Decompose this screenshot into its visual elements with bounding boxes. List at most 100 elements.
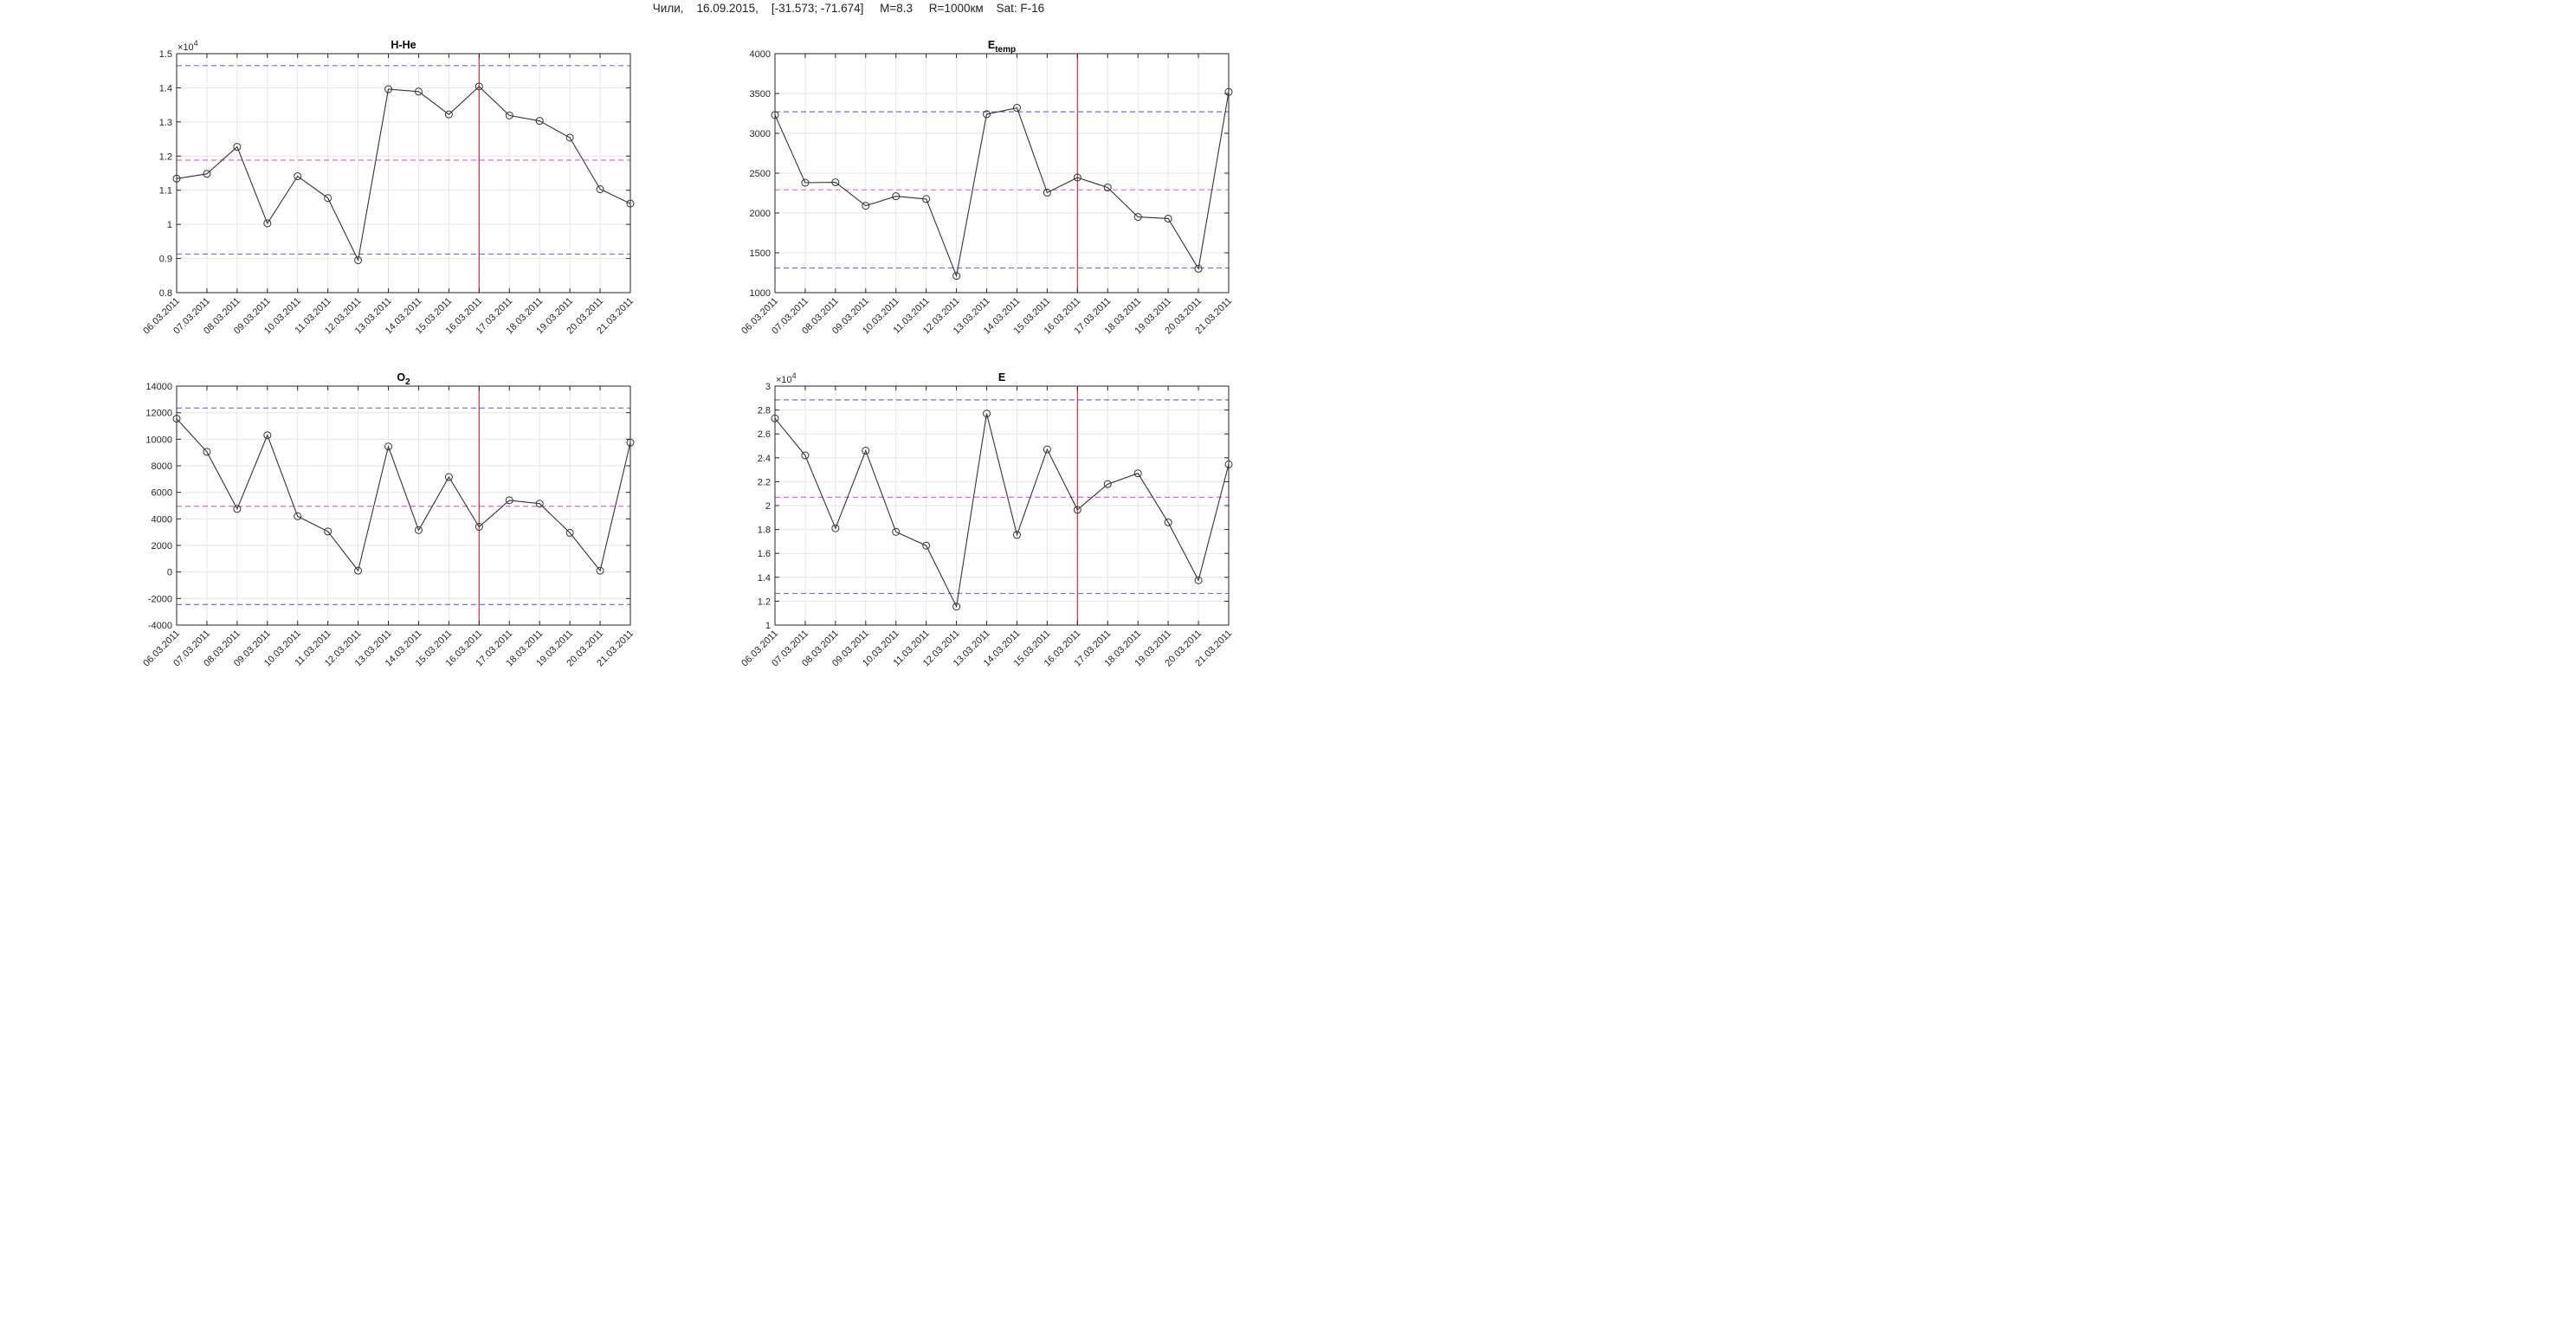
y-tick-label: 2.4 — [758, 454, 771, 464]
data-point — [1073, 506, 1081, 514]
data-point — [535, 500, 544, 508]
chart-e-temp: 100015002000250030003500400006.03.201107… — [739, 39, 1234, 336]
data-point — [324, 194, 332, 203]
data-point — [1133, 213, 1142, 222]
data-point — [1164, 214, 1172, 222]
data-point — [1194, 264, 1203, 273]
y-tick-label: 1.6 — [758, 549, 771, 559]
data-point — [565, 528, 574, 537]
data-point — [983, 110, 991, 119]
figure-suptitle: Чили, 16.09.2015, [-31.573; -71.674] M=8… — [652, 2, 1045, 15]
data-point — [203, 448, 211, 456]
data-point — [414, 526, 423, 534]
data-point — [831, 524, 840, 532]
y-tick-label: 1.2 — [758, 597, 771, 607]
y-tick-label: 1.2 — [159, 152, 172, 162]
data-point — [1012, 104, 1021, 113]
data-point — [1194, 576, 1203, 584]
plot-area — [177, 386, 630, 625]
y-tick-label: 14000 — [145, 382, 172, 392]
y-tick-label: 0 — [167, 568, 172, 578]
data-point — [324, 527, 332, 536]
data-point — [862, 202, 870, 210]
y-tick-label: 2500 — [750, 169, 771, 179]
chart-title: O2 — [397, 371, 410, 387]
data-point — [294, 172, 302, 181]
data-point — [831, 178, 840, 187]
axes-box — [176, 53, 631, 293]
data-point — [1012, 531, 1021, 539]
data-point — [565, 133, 574, 142]
data-point — [414, 87, 423, 96]
data-point — [535, 117, 544, 126]
y-tick-label: 4000 — [750, 49, 771, 60]
y-tick-label: 6000 — [152, 488, 172, 499]
data-point — [384, 442, 393, 451]
data-point — [444, 110, 453, 119]
chart-title: E — [998, 371, 1005, 384]
y-tick-label: 2.8 — [758, 406, 771, 416]
data-point — [354, 566, 363, 575]
data-point — [922, 195, 931, 203]
data-point — [233, 505, 242, 513]
data-point — [596, 185, 604, 194]
data-point — [294, 512, 302, 520]
y-tick-label: 2000 — [152, 541, 172, 551]
y-tick-label: 1.4 — [159, 83, 172, 94]
y-tick-label: -2000 — [148, 594, 172, 604]
series-line — [176, 418, 631, 572]
data-point — [505, 496, 513, 505]
y-tick-label: 1.3 — [159, 118, 172, 128]
y-exponent-label: ×104 — [776, 371, 797, 385]
y-tick-label: 1.4 — [758, 573, 771, 584]
series-line — [774, 413, 1230, 609]
y-tick-label: 2000 — [750, 209, 771, 219]
data-point — [475, 82, 483, 91]
series-line — [176, 86, 631, 262]
y-tick-label: -4000 — [148, 621, 172, 631]
data-point — [354, 256, 363, 265]
y-tick-label: 0.8 — [159, 288, 172, 299]
data-point — [1103, 480, 1112, 488]
data-point — [1133, 469, 1142, 478]
data-point — [983, 410, 991, 418]
data-point — [952, 272, 961, 281]
chart-h-he: 0.80.911.11.21.31.41.506.03.201107.03.20… — [141, 39, 636, 336]
chart-e: 11.21.41.61.822.22.42.62.8306.03.201107.… — [739, 371, 1234, 668]
data-point — [1043, 445, 1051, 454]
data-point — [952, 603, 961, 611]
series-line — [774, 92, 1230, 278]
chart-title: H-He — [391, 39, 416, 51]
data-point — [801, 178, 810, 187]
y-tick-label: 1500 — [750, 248, 771, 259]
data-point — [384, 85, 393, 94]
data-point — [1043, 189, 1051, 197]
data-point — [892, 527, 901, 536]
y-tick-label: 1.1 — [159, 186, 172, 197]
data-point — [263, 431, 272, 440]
data-point — [1073, 173, 1081, 182]
y-tick-label: 1000 — [750, 288, 771, 299]
data-point — [596, 566, 604, 575]
data-point — [203, 170, 211, 178]
axes-box — [176, 385, 631, 626]
data-point — [801, 451, 810, 460]
y-tick-label: 2.2 — [758, 477, 771, 487]
chart-title: Etemp — [988, 39, 1016, 55]
y-tick-label: 4000 — [152, 514, 172, 525]
data-point — [892, 192, 901, 201]
y-tick-label: 10000 — [145, 435, 172, 445]
y-exponent-label: ×104 — [178, 39, 198, 53]
data-point — [1164, 518, 1172, 526]
y-tick-label: 1 — [765, 621, 771, 631]
chart-o2: -4000 -2000 0 2000 4000 6000 8000 10000 12000 140… — [141, 371, 636, 668]
y-tick-label: 3000 — [750, 129, 771, 139]
data-point — [475, 523, 483, 532]
data-point — [263, 219, 272, 228]
data-point — [444, 473, 453, 481]
data-point — [862, 447, 870, 455]
data-point — [1103, 184, 1112, 192]
y-tick-label: 1.5 — [159, 49, 172, 60]
y-tick-label: 1 — [167, 220, 172, 230]
